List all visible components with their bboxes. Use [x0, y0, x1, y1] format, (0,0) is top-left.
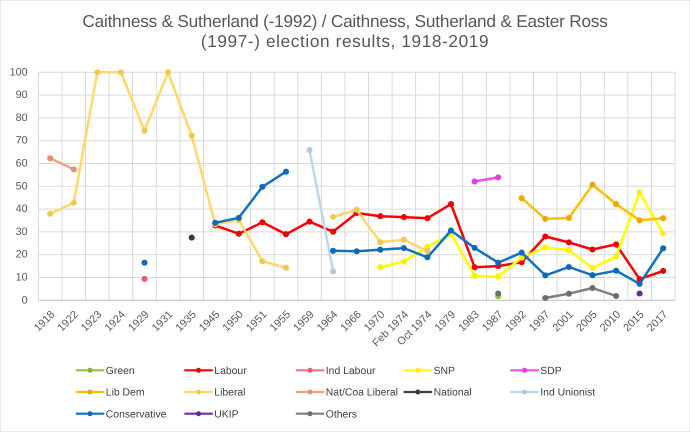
svg-text:70: 70	[16, 135, 28, 147]
svg-text:SNP: SNP	[434, 366, 455, 377]
svg-text:Ind Unionist: Ind Unionist	[540, 388, 595, 399]
svg-text:Others: Others	[326, 409, 357, 420]
svg-text:90: 90	[16, 89, 28, 101]
svg-text:Conservative: Conservative	[106, 409, 167, 420]
svg-text:40: 40	[16, 203, 28, 215]
svg-text:100: 100	[10, 66, 28, 78]
svg-text:Caithness & Sutherland (-1992): Caithness & Sutherland (-1992) / Caithne…	[82, 11, 607, 31]
svg-text:Lib Dem: Lib Dem	[106, 388, 145, 399]
svg-text:Liberal: Liberal	[214, 388, 245, 399]
svg-text:Ind Labour: Ind Labour	[326, 366, 376, 377]
svg-text:Labour: Labour	[214, 366, 247, 377]
svg-text:10: 10	[16, 272, 28, 284]
svg-text:30: 30	[16, 226, 28, 238]
svg-text:National: National	[434, 388, 472, 399]
svg-text:80: 80	[16, 112, 28, 124]
svg-text:(1997-) election results, 1918: (1997-) election results, 1918-2019	[201, 31, 489, 51]
svg-text:20: 20	[16, 249, 28, 261]
svg-text:Green: Green	[106, 366, 135, 377]
svg-text:50: 50	[16, 180, 28, 192]
svg-text:Nat/Coa Liberal: Nat/Coa Liberal	[326, 388, 398, 399]
svg-text:SDP: SDP	[540, 366, 561, 377]
svg-text:0: 0	[22, 294, 28, 306]
svg-text:UKIP: UKIP	[214, 409, 238, 420]
svg-text:60: 60	[16, 158, 28, 170]
